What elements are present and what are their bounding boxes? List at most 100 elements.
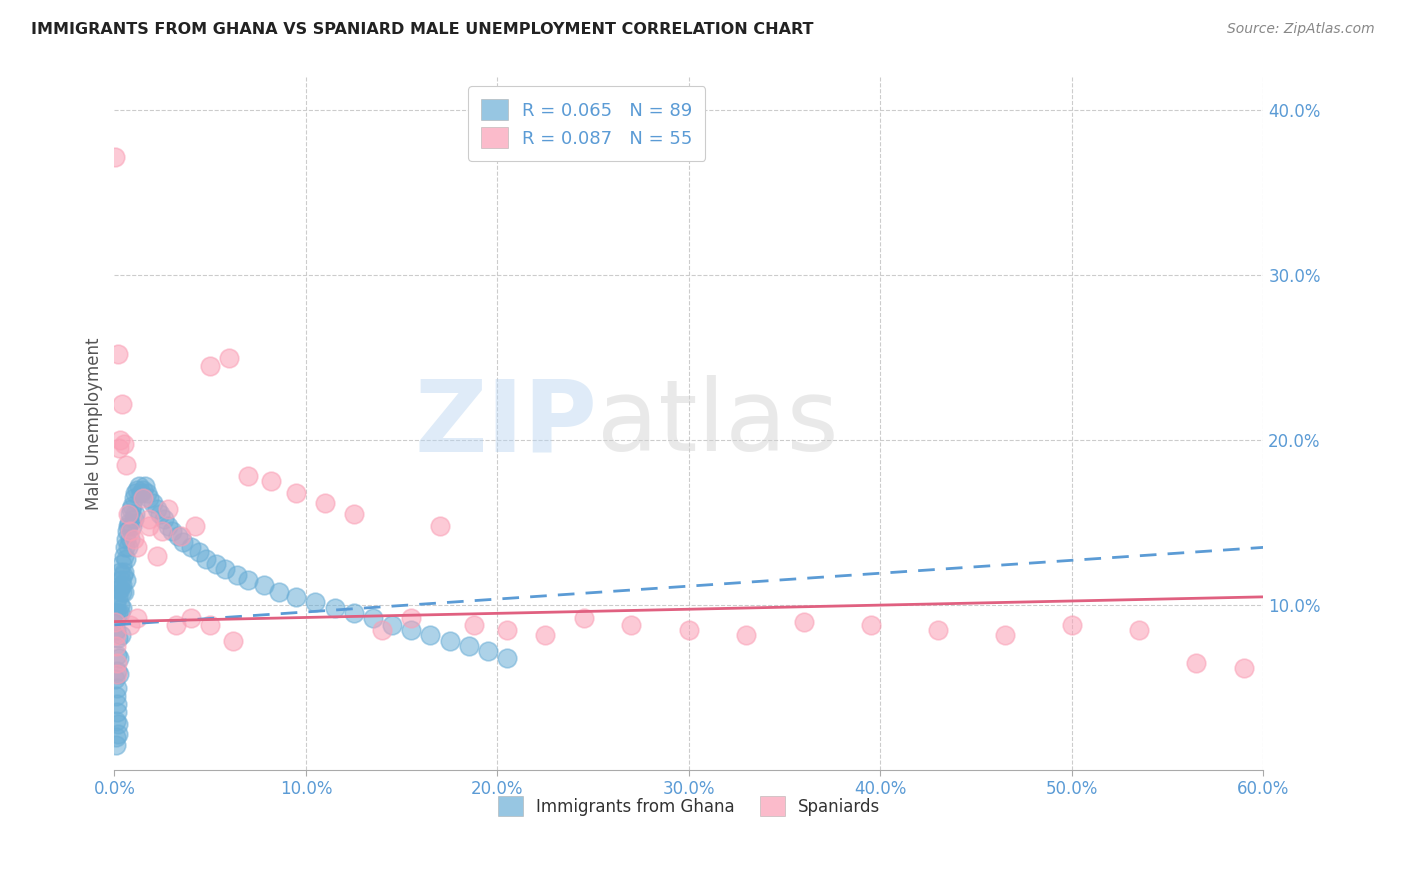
Text: ZIP: ZIP (415, 376, 598, 472)
Point (104, 628, 127, 642)
Point (198, 359, 221, 373)
Point (138, 519, 160, 533)
Point (138, 491, 160, 505)
Point (122, 512, 145, 526)
Point (111, 557, 134, 571)
Point (477, 644, 499, 658)
Point (104, 615, 127, 629)
Point (429, 519, 451, 533)
Point (110, 628, 132, 642)
Point (1185, 656, 1208, 670)
Point (859, 618, 882, 632)
Point (165, 618, 187, 632)
Point (145, 549, 167, 563)
Point (184, 519, 207, 533)
Point (304, 595, 326, 609)
Point (187, 545, 209, 559)
Point (121, 499, 143, 513)
Point (128, 479, 150, 493)
Point (118, 618, 141, 632)
Point (122, 491, 145, 505)
Point (105, 656, 128, 670)
Point (107, 706, 129, 720)
Point (149, 508, 172, 522)
Point (111, 585, 134, 599)
Point (105, 738, 128, 752)
Point (132, 483, 155, 497)
Point (127, 483, 149, 497)
Point (104, 730, 127, 744)
Point (117, 508, 139, 522)
Point (1128, 623, 1150, 637)
Point (172, 535, 194, 549)
Point (267, 585, 290, 599)
Point (107, 651, 129, 665)
Y-axis label: Male Unemployment: Male Unemployment (86, 337, 103, 510)
Point (323, 601, 346, 615)
Point (238, 469, 260, 483)
Point (104, 615, 127, 629)
Point (108, 598, 131, 612)
Point (112, 549, 135, 563)
Point (678, 623, 700, 637)
Text: IMMIGRANTS FROM GHANA VS SPANIARD MALE UNEMPLOYMENT CORRELATION CHART: IMMIGRANTS FROM GHANA VS SPANIARD MALE U… (31, 22, 814, 37)
Point (115, 524, 138, 538)
Point (136, 486, 159, 500)
Point (170, 529, 193, 543)
Point (115, 458, 138, 472)
Point (419, 628, 441, 642)
Point (314, 496, 336, 510)
Point (927, 623, 949, 637)
Legend: Immigrants from Ghana, Spaniards: Immigrants from Ghana, Spaniards (489, 788, 889, 824)
Point (118, 532, 141, 546)
Point (496, 651, 519, 665)
Point (108, 582, 131, 596)
Point (180, 611, 202, 625)
Point (117, 541, 139, 555)
Point (132, 491, 155, 505)
Point (138, 512, 160, 526)
Point (111, 601, 134, 615)
Point (112, 585, 135, 599)
Point (260, 475, 283, 489)
Point (105, 697, 128, 711)
Point (105, 607, 128, 621)
Point (222, 634, 245, 648)
Point (572, 611, 595, 625)
Point (107, 347, 129, 361)
Point (120, 502, 142, 516)
Point (343, 607, 366, 621)
Point (112, 568, 135, 582)
Point (238, 574, 260, 588)
Point (150, 524, 173, 538)
Point (127, 541, 149, 555)
Point (121, 519, 143, 533)
Point (112, 565, 135, 579)
Point (107, 607, 129, 621)
Point (104, 714, 127, 728)
Point (108, 667, 131, 681)
Point (105, 681, 128, 695)
Point (108, 582, 131, 596)
Point (1060, 618, 1083, 632)
Point (399, 611, 422, 625)
Point (226, 568, 249, 582)
Point (105, 648, 128, 662)
Point (534, 628, 557, 642)
Point (343, 508, 366, 522)
Point (115, 574, 138, 588)
Point (107, 631, 129, 645)
Point (160, 524, 183, 538)
Point (111, 578, 134, 592)
Point (285, 590, 308, 604)
Point (111, 397, 134, 411)
Text: Source: ZipAtlas.com: Source: ZipAtlas.com (1227, 22, 1375, 37)
Point (218, 351, 240, 365)
Point (105, 598, 128, 612)
Point (107, 727, 129, 741)
Point (108, 434, 131, 448)
Point (107, 716, 129, 731)
Point (108, 607, 131, 621)
Point (118, 516, 141, 530)
Point (994, 628, 1017, 642)
